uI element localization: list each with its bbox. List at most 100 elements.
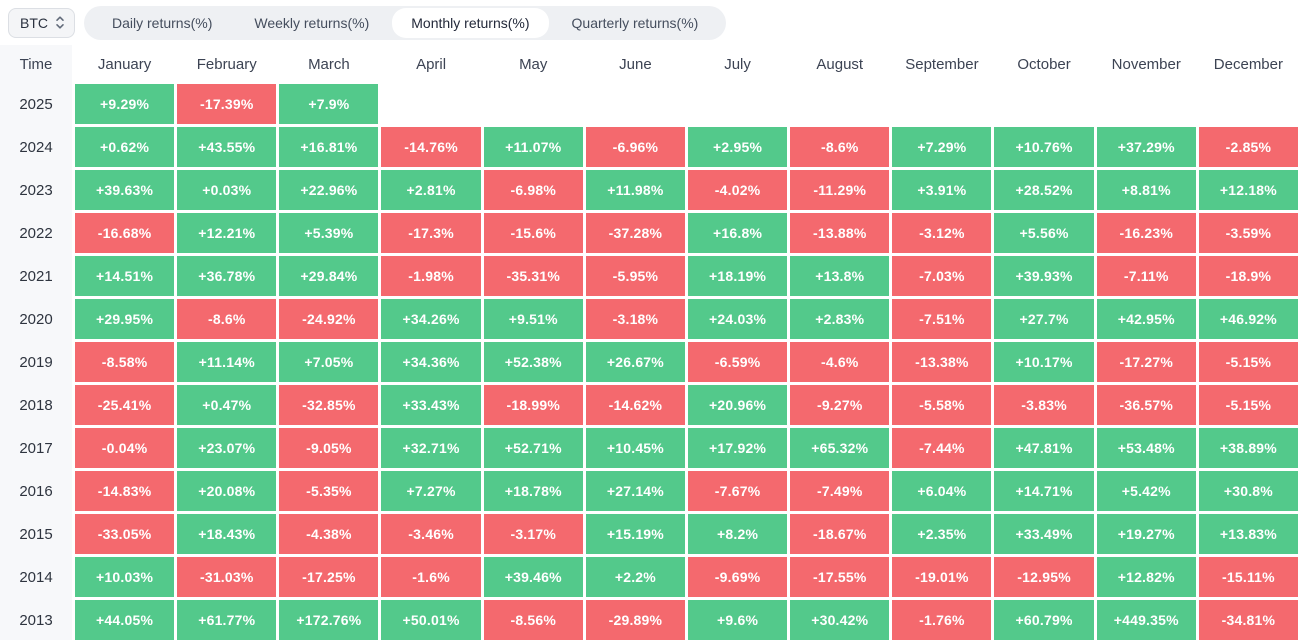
return-cell: +7.9% xyxy=(279,84,379,124)
month-header: September xyxy=(905,56,979,73)
return-cell: +10.03% xyxy=(75,557,175,597)
return-cell: +10.76% xyxy=(994,127,1094,167)
table-row: 2022 -16.68% +12.21% +5.39% -17.3% -15.6% -37.… xyxy=(0,213,1298,253)
return-cell: +61.77% xyxy=(177,600,277,640)
return-cell: +2.83% xyxy=(790,299,890,339)
year-label: 2021 xyxy=(19,267,53,285)
return-cell: -1.6% xyxy=(381,557,481,597)
table-row: 2016 -14.83% +20.08% -5.35% +7.27% +18.78% +27… xyxy=(0,471,1298,511)
return-cell: -37.28% xyxy=(585,213,685,253)
return-cell: -3.18% xyxy=(585,299,685,339)
tab-monthly-returns[interactable]: Monthly returns(%) xyxy=(392,7,549,38)
year-label: 2017 xyxy=(19,439,53,457)
return-cell: +52.71% xyxy=(483,428,583,468)
tab-daily-returns[interactable]: Daily returns(%) xyxy=(112,14,213,31)
tab-weekly-returns[interactable]: Weekly returns(%) xyxy=(254,14,370,31)
return-cell: -7.44% xyxy=(892,428,992,468)
year-label: 2020 xyxy=(19,310,53,328)
months-header-row: Time January February March April May June Jul… xyxy=(0,45,1298,84)
return-cell: +18.78% xyxy=(483,471,583,511)
return-cell: +19.27% xyxy=(1096,514,1196,554)
return-cell: +449.35% xyxy=(1096,600,1196,640)
return-cell: -11.29% xyxy=(790,170,890,210)
return-cell: +12.82% xyxy=(1096,557,1196,597)
return-cell: -6.98% xyxy=(483,170,583,210)
month-header: October xyxy=(1017,56,1071,73)
return-cell: -15.11% xyxy=(1198,557,1298,597)
return-cell: +20.96% xyxy=(687,385,788,425)
month-header: February xyxy=(196,56,257,73)
return-cell: -25.41% xyxy=(75,385,175,425)
month-header: April xyxy=(416,56,447,73)
tab-quarterly-returns[interactable]: Quarterly returns(%) xyxy=(571,14,699,31)
return-cell: +8.2% xyxy=(687,514,788,554)
return-cell: -33.05% xyxy=(75,514,175,554)
year-label: 2025 xyxy=(19,95,53,113)
return-cell: +7.05% xyxy=(279,342,379,382)
return-cell: +9.51% xyxy=(483,299,583,339)
month-header: January xyxy=(97,56,152,73)
month-header: December xyxy=(1213,56,1283,73)
sort-updown-icon xyxy=(55,15,65,30)
return-cell: -5.95% xyxy=(585,256,685,296)
empty-cell xyxy=(790,84,889,124)
return-cell: -5.58% xyxy=(892,385,992,425)
return-cell: -32.85% xyxy=(279,385,379,425)
return-cell: -8.56% xyxy=(483,600,583,640)
return-cell: -6.96% xyxy=(585,127,685,167)
return-cell: -31.03% xyxy=(177,557,277,597)
return-cell: -3.59% xyxy=(1198,213,1298,253)
return-cell: +27.14% xyxy=(585,471,685,511)
return-cell: -35.31% xyxy=(483,256,583,296)
return-cell: +24.03% xyxy=(687,299,788,339)
return-cell: +5.56% xyxy=(994,213,1094,253)
return-cell: +43.55% xyxy=(177,127,277,167)
return-cell: +9.29% xyxy=(75,84,175,124)
coin-selector[interactable]: BTC xyxy=(8,7,75,38)
return-cell: +39.63% xyxy=(75,170,175,210)
return-cell: +172.76% xyxy=(279,600,379,640)
return-cell: +2.95% xyxy=(687,127,788,167)
empty-cell xyxy=(381,84,480,124)
return-cell: -9.69% xyxy=(687,557,788,597)
return-cell: +33.43% xyxy=(381,385,481,425)
return-cell: -4.38% xyxy=(279,514,379,554)
year-label: 2024 xyxy=(19,138,53,156)
return-cell: -17.39% xyxy=(177,84,277,124)
return-cell: +32.71% xyxy=(381,428,481,468)
return-cell: +42.95% xyxy=(1096,299,1196,339)
return-cell: -24.92% xyxy=(279,299,379,339)
table-row: 2019 -8.58% +11.14% +7.05% +34.36% +52.38% +26… xyxy=(0,342,1298,382)
table-row: 2013 +44.05% +61.77% +172.76% +50.01% -8.56% -… xyxy=(0,600,1298,640)
empty-cell xyxy=(1097,84,1196,124)
monthly-returns-heatmap: Time January February March April May June Jul… xyxy=(0,45,1306,640)
return-cell: +65.32% xyxy=(790,428,890,468)
return-cell: +18.19% xyxy=(687,256,788,296)
empty-cell xyxy=(1199,84,1298,124)
year-label: 2019 xyxy=(19,353,53,371)
return-cell: +20.08% xyxy=(177,471,277,511)
month-header: May xyxy=(519,56,548,73)
return-cell: -17.25% xyxy=(279,557,379,597)
return-cell: -2.85% xyxy=(1198,127,1298,167)
return-cell: +60.79% xyxy=(994,600,1094,640)
return-cell: -13.88% xyxy=(790,213,890,253)
return-cell: +16.81% xyxy=(279,127,379,167)
return-cell: +37.29% xyxy=(1096,127,1196,167)
return-cell: +9.6% xyxy=(687,600,788,640)
return-cell: -17.55% xyxy=(790,557,890,597)
return-cell: -3.17% xyxy=(483,514,583,554)
return-cell: +23.07% xyxy=(177,428,277,468)
return-cell: +2.35% xyxy=(892,514,992,554)
return-cell: -4.02% xyxy=(687,170,788,210)
return-cell: +11.98% xyxy=(585,170,685,210)
return-cell: +11.14% xyxy=(177,342,277,382)
return-cell: -3.46% xyxy=(381,514,481,554)
return-cell: -18.99% xyxy=(483,385,583,425)
return-cell: -12.95% xyxy=(994,557,1094,597)
table-row: 2020 +29.95% -8.6% -24.92% +34.26% +9.51% -3.1… xyxy=(0,299,1298,339)
return-cell: -6.59% xyxy=(687,342,788,382)
return-cell: +22.96% xyxy=(279,170,379,210)
return-cell: -13.38% xyxy=(892,342,992,382)
table-body: 2025 +9.29% -17.39% +7.9% 2024 +0.62% +43.55% +… xyxy=(0,84,1298,640)
